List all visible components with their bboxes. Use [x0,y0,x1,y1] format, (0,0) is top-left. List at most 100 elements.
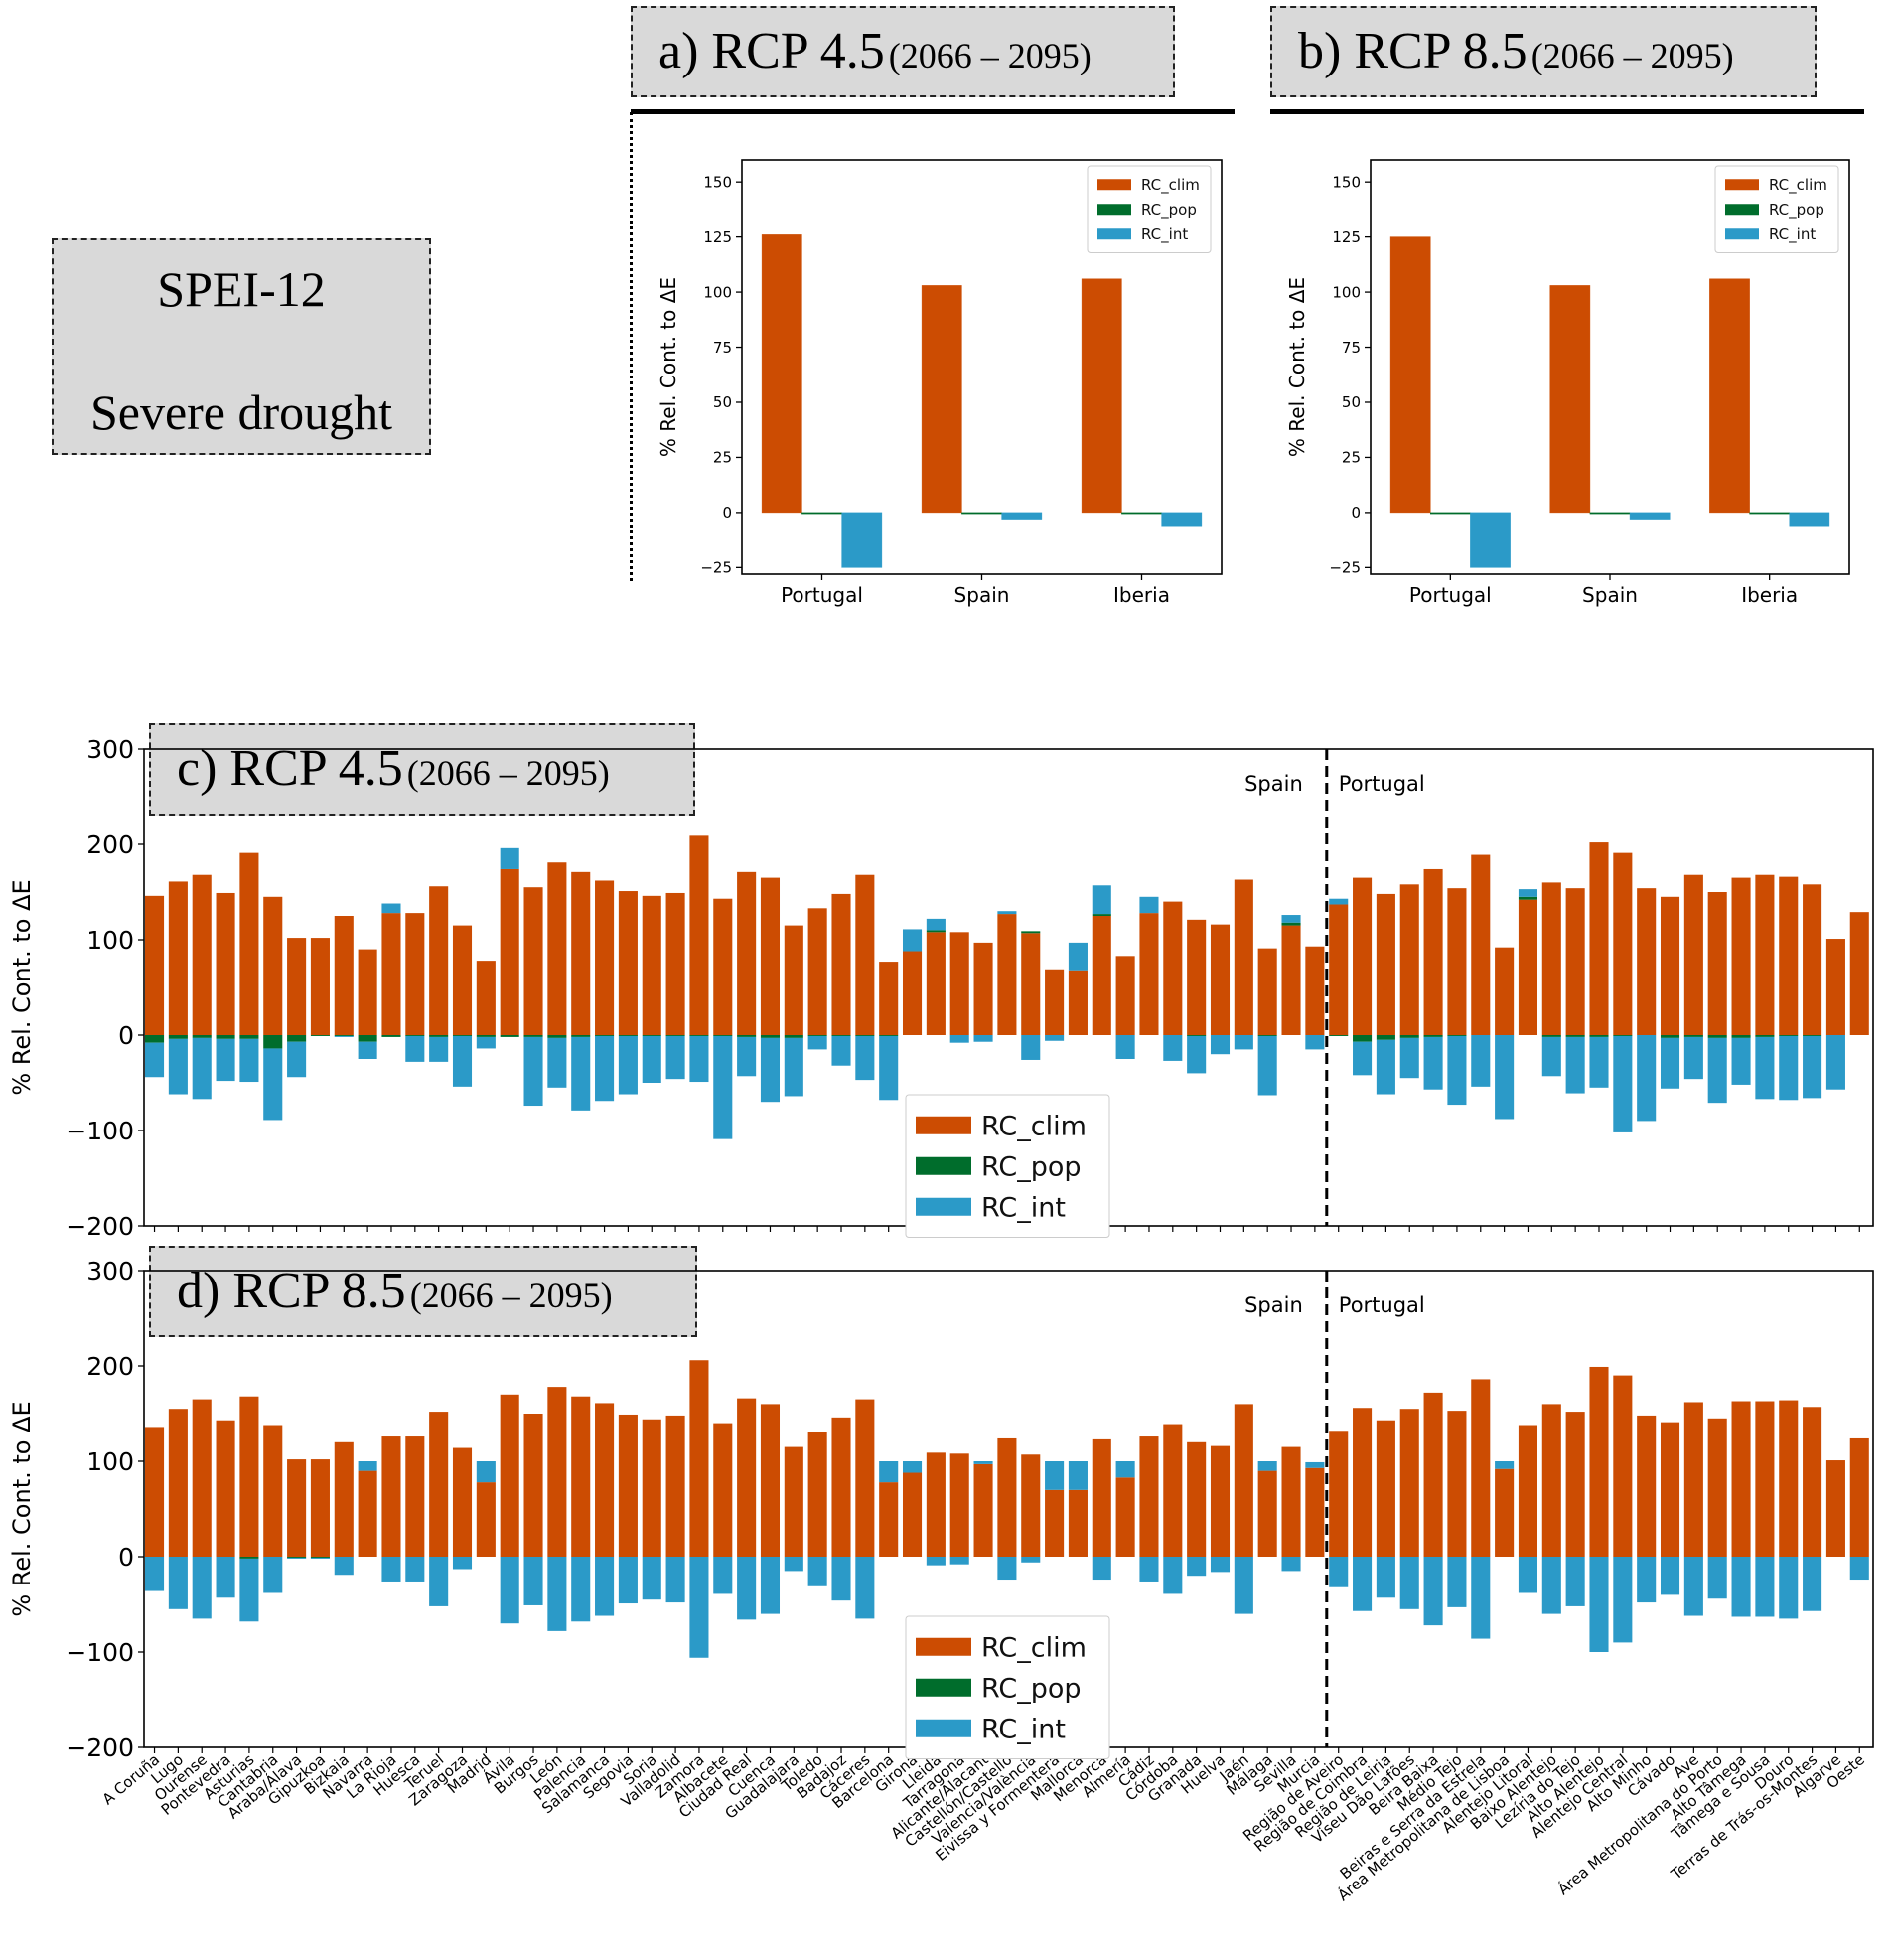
bar-rc-int [1779,1557,1799,1619]
bar-rc-pop [239,1035,259,1039]
bar-rc-int [476,1461,496,1483]
bar-rc-clim [1637,1415,1657,1557]
bar-rc-int [216,1557,235,1598]
panel-a-title: a) RCP 4.5 (2066 – 2095) [631,6,1175,97]
bar-rc-int [216,1038,235,1082]
bar-rc-int [879,1461,899,1483]
bar-rc-pop [1518,896,1537,900]
bar-rc-int [1589,1036,1609,1088]
bar-rc-clim [1495,1468,1515,1557]
bar-rc-pop [452,1035,473,1036]
bar-rc-pop [405,1035,425,1036]
bar-rc-int [1613,1557,1633,1643]
bar-rc-pop [523,1035,543,1037]
x-tick-label: Iberia [1741,583,1798,607]
bar-rc-int [1589,1557,1609,1652]
bar-rc-int [547,1037,567,1088]
bar-rc-clim [1495,947,1515,1035]
bar-rc-int [855,1035,875,1081]
bar-rc-int [1803,1557,1822,1611]
bar-rc-int [855,1557,875,1619]
bar-rc-int [1470,512,1511,568]
bar-rc-clim [1092,916,1111,1035]
bar-rc-clim [855,1399,875,1557]
bar-rc-clim [1187,1441,1207,1557]
bar-rc-int [1565,1557,1585,1606]
legend-swatch-rc-clim [916,1116,971,1134]
bar-rc-pop [1707,1035,1727,1038]
bar-rc-int [902,1461,923,1473]
y-tick-label: 300 [86,735,134,764]
bar-rc-int [737,1557,757,1620]
bar-rc-pop [1589,512,1631,515]
bar-rc-pop [500,1035,519,1037]
region-label-portugal: Portugal [1339,772,1425,796]
bar-rc-clim [1541,882,1561,1035]
y-axis-label: % Rel. Cont. to ΔE [8,1401,36,1616]
chart-panel-a: −25 0 25 50 75 100 125 150 % Rel. Cont. to ΔE Por… [656,159,1223,607]
x-tick-label: Iberia [1113,583,1170,607]
bar-rc-pop [192,1035,212,1038]
bar-rc-pop [287,1035,307,1042]
bar-rc-int [1353,1041,1373,1076]
bar-rc-clim [973,942,993,1035]
bar-rc-int [1234,1035,1253,1050]
bar-rc-pop [1281,922,1301,926]
bar-rc-clim [192,874,212,1035]
y-tick-label: 25 [713,449,732,467]
bar-rc-int [713,1557,733,1594]
bar-rc-int [1825,1035,1845,1090]
y-tick-label: −100 [66,1638,134,1667]
bar-rc-int [1376,1557,1395,1598]
legend-swatch-rc-pop [1097,204,1131,216]
bar-rc-clim [1589,1366,1609,1557]
bar-rc-pop [1376,1035,1395,1040]
bar-rc-clim [239,852,259,1035]
bar-rc-int [263,1557,283,1593]
bar-rc-int [1068,942,1088,971]
bar-rc-int [1447,1035,1467,1106]
bar-rc-clim [1779,1400,1799,1557]
bar-rc-int [334,1557,354,1576]
bar-rc-int [997,911,1017,915]
bar-rc-int [1399,1557,1419,1609]
bar-rc-int [1423,1036,1443,1090]
bar-rc-pop [1430,512,1471,515]
bar-rc-clim [1210,1445,1231,1557]
bar-rc-clim [287,938,307,1035]
bar-rc-clim [429,886,449,1035]
bar-rc-int [239,1558,259,1622]
bar-rc-clim [1068,970,1088,1035]
bar-rc-clim [523,887,543,1035]
bar-rc-clim [665,892,685,1035]
legend-label-rc-pop: RC_pop [981,1673,1082,1704]
bar-rc-clim [358,1470,377,1557]
bar-rc-clim [1353,877,1373,1035]
bar-rc-int [1210,1035,1231,1055]
bar-rc-int [1045,1035,1065,1041]
x-tick-label: Spain [1582,583,1638,607]
legend-swatch-rc-clim [1097,179,1131,191]
bar-rc-pop [1092,914,1111,916]
bar-rc-clim [1825,939,1845,1035]
bar-rc-clim [1613,1375,1633,1557]
bar-rc-int [1399,1037,1419,1079]
bar-rc-clim [1257,1470,1277,1557]
bar-rc-clim [1281,925,1301,1035]
bar-rc-pop [1423,1035,1443,1037]
bar-rc-int [1731,1557,1751,1617]
bar-rc-clim [1565,1412,1585,1557]
bar-rc-clim [287,1459,307,1557]
bar-rc-pop [801,512,842,515]
bar-rc-pop [1353,1035,1373,1042]
bar-rc-int [192,1557,212,1619]
bar-rc-int [381,903,401,914]
bar-rc-int [1115,1461,1135,1478]
x-tick-label: Portugal [781,583,863,607]
y-tick-label: 50 [1342,393,1361,411]
bar-rc-clim [216,892,235,1035]
bar-rc-pop [879,1035,899,1036]
bar-rc-clim [1541,1404,1561,1557]
bar-rc-clim [452,1447,473,1557]
